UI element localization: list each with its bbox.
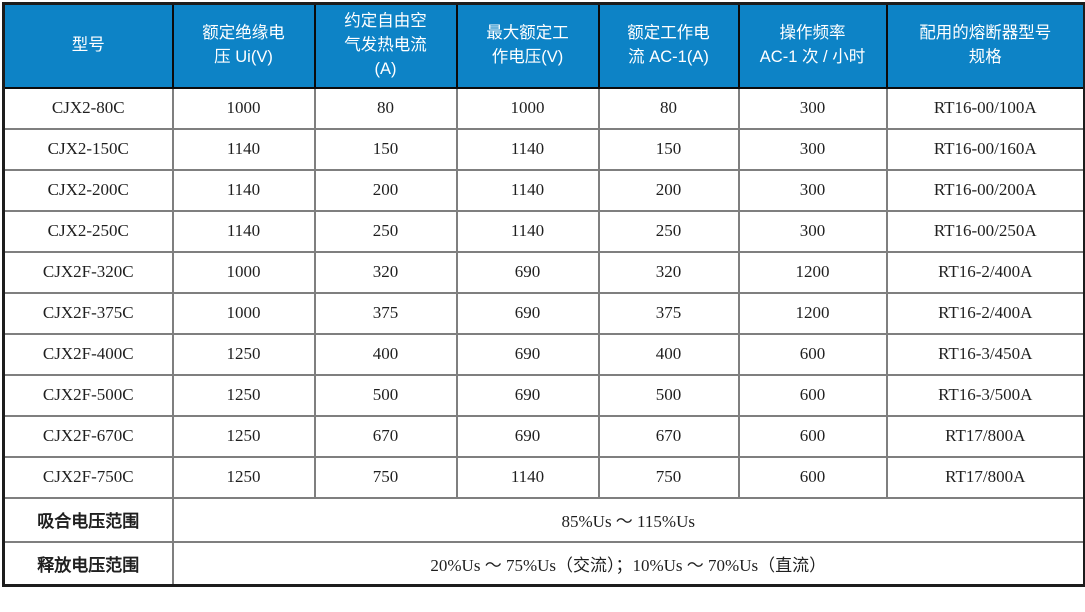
value-cell: 320	[313, 250, 458, 294]
table-row: CJX2F-375C 1000 375 690 375 1200 RT16-2/400A	[2, 291, 1085, 335]
value-cell: 500	[597, 373, 740, 417]
model-cell: CJX2F-750C	[2, 455, 174, 499]
footer-value: 85%Us ～ 115%Us	[171, 496, 1085, 543]
value-cell: 250	[313, 209, 458, 253]
table-row: CJX2F-320C 1000 320 690 320 1200 RT16-2/400A	[2, 250, 1085, 294]
value-cell: 500	[313, 373, 458, 417]
value-cell: 1200	[737, 291, 888, 335]
value-cell: 80	[313, 86, 458, 130]
header-row: 型号 额定绝缘电 压 Ui(V) 约定自由空 气发热电流 (A) 最大额定工 作电压(…	[2, 2, 1085, 89]
value-cell: 1000	[171, 86, 316, 130]
table-row: CJX2-250C 1140 250 1140 250 300 RT16-00/250A	[2, 209, 1085, 253]
value-cell: 1140	[455, 168, 600, 212]
value-cell: 600	[737, 373, 888, 417]
value-cell: 150	[597, 127, 740, 171]
value-cell: 375	[313, 291, 458, 335]
model-cell: CJX2F-670C	[2, 414, 174, 458]
value-cell: 670	[313, 414, 458, 458]
value-cell: 200	[597, 168, 740, 212]
value-cell: 80	[597, 86, 740, 130]
footer-label: 释放电压范围	[2, 540, 174, 587]
table-row: CJX2-80C 1000 80 1000 80 300 RT16-00/100A	[2, 86, 1085, 130]
value-cell: 375	[597, 291, 740, 335]
value-cell: 690	[455, 414, 600, 458]
value-cell: RT16-00/100A	[885, 86, 1085, 130]
contactor-spec-table: 型号 额定绝缘电 压 Ui(V) 约定自由空 气发热电流 (A) 最大额定工 作电压(…	[2, 2, 1085, 587]
value-cell: 600	[737, 332, 888, 376]
value-cell: RT16-2/400A	[885, 291, 1085, 335]
model-cell: CJX2F-500C	[2, 373, 174, 417]
value-cell: 300	[737, 168, 888, 212]
model-cell: CJX2-80C	[2, 86, 174, 130]
model-cell: CJX2-250C	[2, 209, 174, 253]
value-cell: 600	[737, 414, 888, 458]
value-cell: 400	[313, 332, 458, 376]
model-cell: CJX2F-375C	[2, 291, 174, 335]
header-cell-2: 额定绝缘电 压 Ui(V)	[171, 2, 316, 89]
table-header: 型号 额定绝缘电 压 Ui(V) 约定自由空 气发热电流 (A) 最大额定工 作电压(…	[2, 2, 1085, 89]
value-cell: 1200	[737, 250, 888, 294]
value-cell: 1250	[171, 373, 316, 417]
value-cell: RT16-00/250A	[885, 209, 1085, 253]
header-cell-4: 最大额定工 作电压(V)	[455, 2, 600, 89]
value-cell: 690	[455, 373, 600, 417]
footer-row: 释放电压范围 20%Us ～ 75%Us（交流）；10%Us ～ 70%Us（直流…	[2, 540, 1085, 587]
value-cell: 320	[597, 250, 740, 294]
value-cell: RT16-3/500A	[885, 373, 1085, 417]
value-cell: RT16-00/160A	[885, 127, 1085, 171]
value-cell: 1000	[171, 250, 316, 294]
value-cell: 690	[455, 332, 600, 376]
value-cell: 750	[313, 455, 458, 499]
table-row: CJX2F-670C 1250 670 690 670 600 RT17/800A	[2, 414, 1085, 458]
value-cell: 600	[737, 455, 888, 499]
value-cell: 1250	[171, 332, 316, 376]
footer-value: 20%Us ～ 75%Us（交流）；10%Us ～ 70%Us（直流）	[171, 540, 1085, 587]
value-cell: 1000	[455, 86, 600, 130]
value-cell: 200	[313, 168, 458, 212]
header-cell-6: 操作频率 AC-1 次 / 小时	[737, 2, 888, 89]
value-cell: 150	[313, 127, 458, 171]
model-cell: CJX2F-400C	[2, 332, 174, 376]
value-cell: 750	[597, 455, 740, 499]
table-row: CJX2F-750C 1250 750 1140 750 600 RT17/800A	[2, 455, 1085, 499]
model-cell: CJX2F-320C	[2, 250, 174, 294]
value-cell: 1140	[455, 127, 600, 171]
value-cell: 1250	[171, 414, 316, 458]
model-cell: CJX2-150C	[2, 127, 174, 171]
value-cell: 1140	[171, 168, 316, 212]
value-cell: 1140	[171, 127, 316, 171]
footer-label: 吸合电压范围	[2, 496, 174, 543]
value-cell: RT17/800A	[885, 455, 1085, 499]
header-cell-3: 约定自由空 气发热电流 (A)	[313, 2, 458, 89]
value-cell: RT16-2/400A	[885, 250, 1085, 294]
header-cell-5: 额定工作电 流 AC-1(A)	[597, 2, 740, 89]
spec-table-page: 型号 额定绝缘电 压 Ui(V) 约定自由空 气发热电流 (A) 最大额定工 作电压(…	[2, 2, 1085, 587]
value-cell: 1250	[171, 455, 316, 499]
value-cell: 670	[597, 414, 740, 458]
table-row: CJX2-150C 1140 150 1140 150 300 RT16-00/160A	[2, 127, 1085, 171]
table-footer: 吸合电压范围 85%Us ～ 115%Us 释放电压范围 20%Us ～ 75%Us（…	[2, 496, 1085, 587]
value-cell: 300	[737, 86, 888, 130]
value-cell: 250	[597, 209, 740, 253]
header-cell-1: 型号	[2, 2, 174, 89]
table-row: CJX2-200C 1140 200 1140 200 300 RT16-00/200A	[2, 168, 1085, 212]
value-cell: RT16-3/450A	[885, 332, 1085, 376]
value-cell: RT17/800A	[885, 414, 1085, 458]
footer-row: 吸合电压范围 85%Us ～ 115%Us	[2, 496, 1085, 543]
value-cell: 1140	[455, 455, 600, 499]
value-cell: RT16-00/200A	[885, 168, 1085, 212]
value-cell: 690	[455, 291, 600, 335]
header-cell-7: 配用的熔断器型号 规格	[885, 2, 1085, 89]
value-cell: 300	[737, 209, 888, 253]
model-cell: CJX2-200C	[2, 168, 174, 212]
value-cell: 1140	[455, 209, 600, 253]
table-row: CJX2F-500C 1250 500 690 500 600 RT16-3/500A	[2, 373, 1085, 417]
value-cell: 1140	[171, 209, 316, 253]
value-cell: 1000	[171, 291, 316, 335]
table-row: CJX2F-400C 1250 400 690 400 600 RT16-3/450A	[2, 332, 1085, 376]
value-cell: 400	[597, 332, 740, 376]
value-cell: 690	[455, 250, 600, 294]
table-body: CJX2-80C 1000 80 1000 80 300 RT16-00/100A CJX2-…	[2, 86, 1085, 499]
value-cell: 300	[737, 127, 888, 171]
